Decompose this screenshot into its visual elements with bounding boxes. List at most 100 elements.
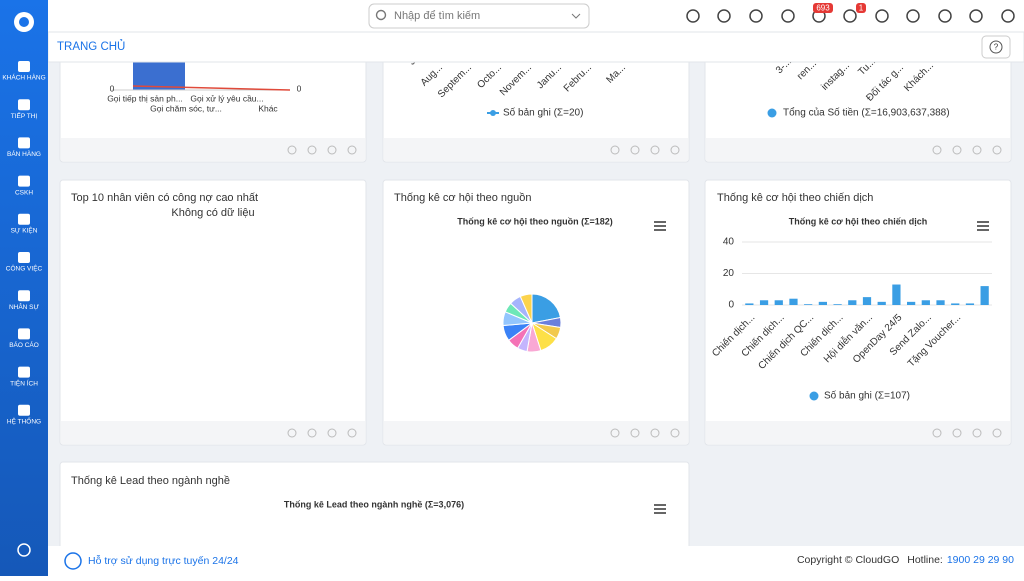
- menu-icon[interactable]: [654, 512, 666, 514]
- text: 0: [110, 83, 115, 93]
- menu-icon[interactable]: [654, 504, 666, 506]
- nav-icon[interactable]: [18, 175, 30, 187]
- history-icon[interactable]: [17, 543, 31, 557]
- search-box[interactable]: [368, 3, 590, 29]
- widget-action[interactable]: [630, 428, 640, 438]
- badge-count: 1: [859, 4, 864, 13]
- widget-action[interactable]: [992, 428, 1002, 438]
- widget-action[interactable]: [952, 428, 962, 438]
- nav-icon[interactable]: [18, 328, 30, 340]
- nav-label[interactable]: KHÁCH HÀNG: [2, 73, 45, 82]
- widget-action[interactable]: [327, 145, 337, 155]
- nav-label[interactable]: HỆ THỐNG: [7, 416, 41, 426]
- nav-label[interactable]: TIẾP THỊ: [11, 110, 38, 120]
- toolbar-icon[interactable]: [906, 9, 920, 23]
- bar-fragment: [133, 60, 185, 90]
- widget-action[interactable]: [287, 145, 297, 155]
- toolbar-icon[interactable]: [717, 9, 731, 23]
- help-button[interactable]: [981, 35, 1011, 59]
- y-tick-label: 20: [723, 268, 735, 279]
- chart-title: Thống kê cơ hội theo chiến dịch: [789, 216, 927, 226]
- widget-action[interactable]: [327, 428, 337, 438]
- widget-action[interactable]: [670, 428, 680, 438]
- widget-footer: [61, 421, 365, 444]
- widget-action[interactable]: [630, 145, 640, 155]
- widget-action[interactable]: [347, 428, 357, 438]
- menu-icon[interactable]: [654, 508, 666, 510]
- bar: [774, 300, 783, 305]
- widget-title: Thống kê cơ hội theo chiến dịch: [717, 192, 873, 204]
- x-tick-label: Gọi chăm sóc, tư...: [150, 103, 222, 113]
- nav-icon[interactable]: [18, 404, 30, 416]
- widget-action[interactable]: [992, 145, 1002, 155]
- nav-icon[interactable]: [18, 99, 30, 111]
- widget-action[interactable]: [650, 428, 660, 438]
- search-icon: [375, 9, 387, 21]
- nav-label[interactable]: TIỆN ÍCH: [10, 378, 38, 387]
- menu-icon[interactable]: [654, 229, 666, 231]
- header: [47, 31, 1024, 63]
- help-icon: [989, 40, 1003, 54]
- bar: [759, 300, 769, 305]
- support-link[interactable]: Hỗ trợ sử dụng trực tuyến 24/24: [88, 554, 239, 567]
- bar: [907, 301, 916, 305]
- badge-count: 693: [816, 4, 830, 13]
- pie-slice: [531, 293, 562, 324]
- nav-label[interactable]: SỰ KIỆN: [11, 226, 38, 235]
- toolbar-icon[interactable]: [686, 9, 700, 23]
- nav-icon[interactable]: [18, 61, 30, 72]
- nav-icon[interactable]: [18, 252, 30, 263]
- menu-icon[interactable]: [654, 225, 666, 227]
- widget-action[interactable]: [972, 145, 982, 155]
- widget: [59, 179, 367, 446]
- nav-icon[interactable]: [18, 366, 30, 378]
- bar: [818, 301, 827, 305]
- logo-inner: [19, 17, 29, 27]
- toolbar-icon[interactable]: [875, 9, 889, 23]
- widget-action[interactable]: [307, 428, 317, 438]
- badge: [813, 3, 833, 13]
- widget-action[interactable]: [972, 428, 982, 438]
- widget-action[interactable]: [610, 428, 620, 438]
- toolbar-icon[interactable]: [749, 9, 763, 23]
- nav-icon[interactable]: [18, 137, 30, 149]
- bar: [745, 303, 754, 305]
- widget-action[interactable]: [347, 145, 357, 155]
- nav-label[interactable]: NHÂN SỰ: [9, 302, 40, 311]
- widget-action[interactable]: [650, 145, 660, 155]
- widget-title: Thống kê cơ hội theo nguồn: [394, 192, 531, 204]
- nav-icon[interactable]: [18, 213, 30, 225]
- legend-label: Số bản ghi (Σ=107): [824, 390, 910, 402]
- toolbar-icon[interactable]: [843, 9, 857, 23]
- nav-label[interactable]: CÔNG VIỆC: [6, 264, 43, 273]
- widget-footer: [706, 421, 1010, 444]
- widget-footer: [61, 138, 365, 161]
- widget-action[interactable]: [610, 145, 620, 155]
- y-tick-label: 0: [728, 300, 734, 311]
- widget-action[interactable]: [932, 145, 942, 155]
- footer-info: Copyright © CloudGO Hotline: 1900 29 29 90: [797, 554, 1014, 566]
- menu-icon[interactable]: [977, 229, 989, 231]
- widget-action[interactable]: [932, 428, 942, 438]
- menu-icon[interactable]: [977, 221, 989, 223]
- line-fragment: [132, 85, 291, 91]
- widget-action[interactable]: [307, 145, 317, 155]
- toolbar-icon[interactable]: [1001, 9, 1015, 23]
- nav-icon[interactable]: [18, 290, 30, 302]
- sidebar: [0, 0, 48, 576]
- widget-footer: [706, 138, 1010, 161]
- widget-action[interactable]: [952, 145, 962, 155]
- menu-icon[interactable]: [654, 221, 666, 223]
- toolbar-icon[interactable]: [938, 9, 952, 23]
- pie-slice: [519, 293, 533, 324]
- toolbar-icon[interactable]: [781, 9, 795, 23]
- nav-label[interactable]: BÁO CÁO: [9, 340, 39, 349]
- nav-label[interactable]: CSKH: [15, 189, 33, 196]
- toolbar-icon[interactable]: [969, 9, 983, 23]
- widget-action[interactable]: [287, 428, 297, 438]
- menu-icon[interactable]: [977, 225, 989, 227]
- widget-action[interactable]: [670, 145, 680, 155]
- footer-text: Copyright © CloudGO: [797, 554, 899, 566]
- nav-label[interactable]: BÁN HÀNG: [7, 149, 41, 158]
